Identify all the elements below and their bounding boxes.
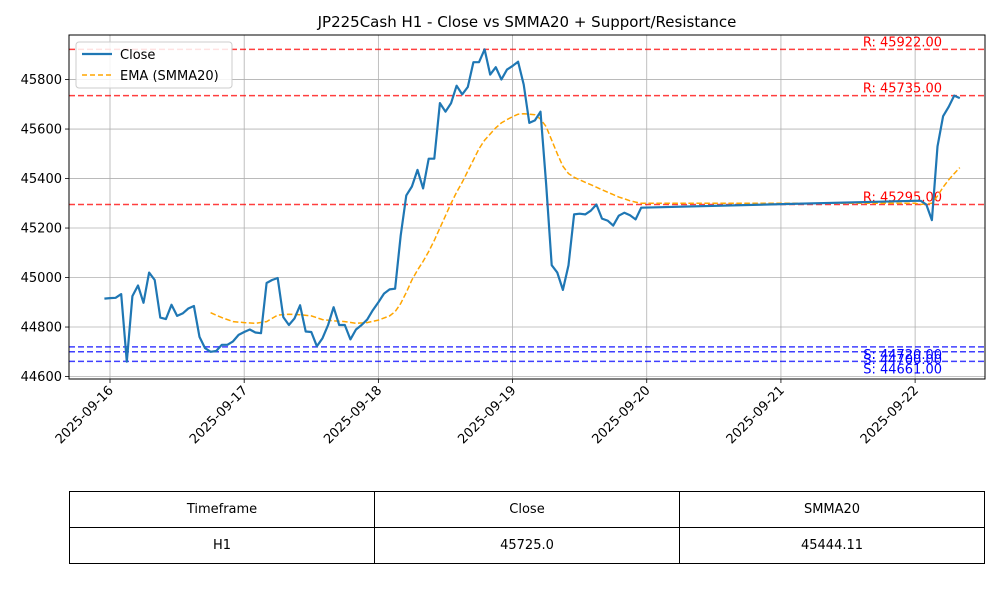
legend: Close EMA (SMMA20) xyxy=(75,41,233,89)
table-cell: 45725.0 xyxy=(374,527,680,564)
table-cell: H1 xyxy=(69,527,375,564)
support-label: S: 44700.00 xyxy=(863,353,942,368)
table-header-row: Timeframe Close SMMA20 xyxy=(69,491,985,528)
x-tick-label: 2025-09-22 xyxy=(858,383,922,447)
legend-label-smma: EMA (SMMA20) xyxy=(120,69,219,84)
y-tick-label: 45200 xyxy=(21,222,62,237)
smma20-series-line xyxy=(210,112,961,325)
x-tick-label: 2025-09-20 xyxy=(590,383,654,447)
plot-frame xyxy=(68,34,986,380)
x-tick-label: 2025-09-19 xyxy=(455,383,519,447)
y-tick-label: 44800 xyxy=(21,321,62,336)
x-tick-label: 2025-09-21 xyxy=(724,383,788,447)
table-header-cell: Timeframe xyxy=(69,491,375,528)
table-header-cell: Close xyxy=(374,491,680,528)
y-tick-label: 44600 xyxy=(21,370,62,385)
table-row: H1 45725.0 45444.11 xyxy=(69,527,985,564)
grid-lines xyxy=(69,35,985,379)
table-cell: 45444.11 xyxy=(679,527,985,564)
chart-title: JP225Cash H1 - Close vs SMMA20 + Support… xyxy=(317,13,737,31)
y-tick-label: 45800 xyxy=(21,73,62,88)
legend-label-close: Close xyxy=(120,48,155,63)
close-series-line xyxy=(104,48,961,363)
y-tick-label: 45400 xyxy=(21,172,62,187)
x-tick-label: 2025-09-18 xyxy=(321,383,385,447)
y-tick-label: 45600 xyxy=(21,123,62,138)
legend-box xyxy=(75,41,233,89)
resistance-label: R: 45735.00 xyxy=(863,82,942,97)
y-tick-label: 45000 xyxy=(21,271,62,286)
resistance-label: R: 45922.00 xyxy=(863,35,942,50)
series-lines xyxy=(104,48,961,363)
x-tick-label: 2025-09-16 xyxy=(53,383,117,447)
axes: 2025-09-16 2025-09-17 2025-09-18 2025-09-19… xyxy=(21,34,986,447)
x-tick-label: 2025-09-17 xyxy=(187,383,251,447)
table-header-cell: SMMA20 xyxy=(679,491,985,528)
metrics-table-wrap: Timeframe Close SMMA20 H1 45725.0 45444.… xyxy=(69,491,985,564)
metrics-table: Timeframe Close SMMA20 H1 45725.0 45444.… xyxy=(69,491,985,564)
support-label: S: 44661.00 xyxy=(863,362,942,377)
